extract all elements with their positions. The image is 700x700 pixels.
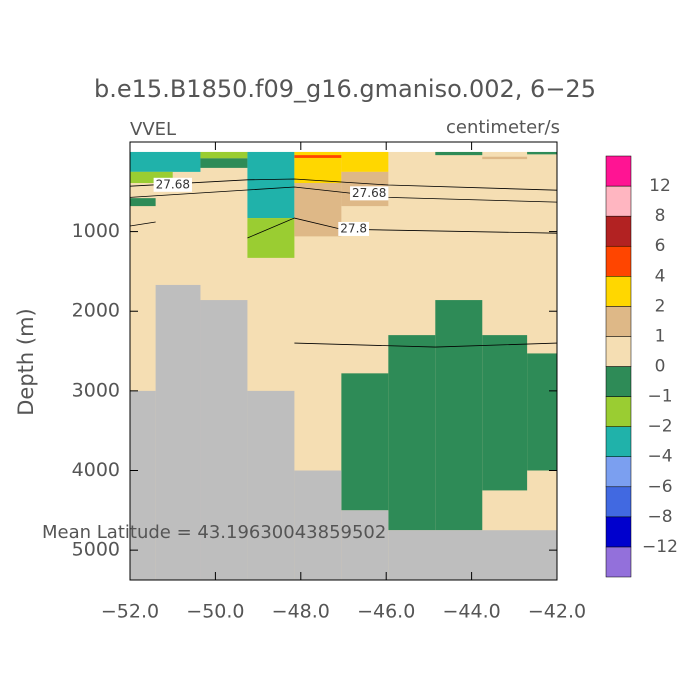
- colorbar-box: [605, 546, 632, 578]
- colorbar-box: [605, 306, 632, 337]
- cell: [130, 151, 201, 172]
- colorbar-label: 4: [655, 266, 666, 286]
- cell: [130, 171, 173, 184]
- land: [200, 300, 248, 580]
- cell: [341, 151, 389, 172]
- cell: [294, 155, 342, 158]
- plot-area: [130, 151, 557, 580]
- cell: [435, 300, 483, 531]
- contour-label-bg: [153, 177, 192, 192]
- contour-label-bg: [350, 186, 389, 201]
- colorbar-box: [605, 215, 632, 247]
- y-tick-label: 5000: [72, 539, 120, 561]
- contour-label: 27.68: [352, 186, 386, 200]
- colorbar-label: −2: [647, 417, 672, 437]
- cell: [527, 151, 557, 155]
- cell: [435, 151, 483, 156]
- colorbar-box: [605, 245, 632, 277]
- x-tick-label: −50.0: [186, 601, 244, 623]
- colorbar-label: −1: [647, 387, 672, 407]
- x-tick-label: −44.0: [442, 601, 500, 623]
- cell: [482, 335, 528, 491]
- cell: [200, 158, 248, 168]
- colorbar-box: [605, 426, 632, 457]
- annotation: Mean Latitude = 43.19630043859502: [42, 522, 386, 543]
- y-tick-label: 2000: [72, 300, 120, 322]
- colorbar-label: 6: [655, 236, 666, 256]
- contour-line: [130, 186, 557, 203]
- contour-line: [294, 342, 557, 348]
- colorbar-label: 2: [655, 296, 666, 316]
- colorbar-box: [605, 366, 632, 397]
- y-axis-label: Depth (m): [14, 308, 38, 415]
- colorbar-label: 0: [655, 357, 666, 377]
- land: [130, 390, 156, 580]
- land: [388, 530, 557, 580]
- overlay: 27.68 27.68 27.8 −52.0 −50.0 −48.0 −46.0 −44.0 −…: [42, 141, 678, 623]
- y-tick-label: 1000: [72, 220, 120, 242]
- colorbar-label: 1: [655, 326, 666, 346]
- colorbar-label: −8: [647, 507, 672, 527]
- chart-title: b.e15.B1850.f09_g16.gmaniso.002, 6−25: [94, 75, 596, 103]
- x-tick-label: −46.0: [357, 601, 415, 623]
- cell: [200, 151, 248, 159]
- cell: [247, 151, 295, 219]
- land: [341, 510, 389, 580]
- y-tick-label: 4000: [72, 459, 120, 481]
- colorbar-label: −4: [647, 447, 672, 467]
- cell: [247, 218, 295, 258]
- contour-line: [130, 221, 156, 227]
- colorbar-box: [605, 185, 632, 217]
- colorbar-box: [605, 516, 632, 548]
- colorbar-label: 8: [655, 206, 666, 226]
- colorbar-box: [605, 155, 632, 187]
- x-tick-label: −42.0: [528, 601, 586, 623]
- y-tick-label: 3000: [72, 379, 120, 401]
- colorbar-box: [605, 336, 632, 367]
- cell: [482, 156, 528, 160]
- land: [294, 470, 342, 580]
- contour-label: 27.8: [340, 221, 367, 235]
- land: [155, 284, 201, 580]
- contour-label-bg: [338, 221, 370, 236]
- colorbar-box: [605, 486, 632, 518]
- x-tick-label: −52.0: [101, 601, 159, 623]
- contour-label: 27.68: [156, 177, 190, 191]
- cell: [130, 198, 156, 207]
- land: [247, 390, 295, 580]
- colorbar-label: 12: [649, 176, 671, 196]
- colorbar-box: [605, 276, 632, 307]
- cell: [341, 373, 389, 511]
- cell: [388, 335, 436, 531]
- colorbar-box: [605, 396, 632, 427]
- cell: [527, 353, 557, 471]
- colorbar-label: −6: [647, 477, 672, 497]
- x-tick-label: −48.0: [272, 601, 330, 623]
- units-label: centimeter/s: [446, 117, 560, 138]
- colorbar-box: [605, 456, 632, 488]
- colorbar-label: −12: [642, 537, 678, 557]
- contour-line: [247, 217, 557, 239]
- variable-label: VVEL: [130, 119, 176, 140]
- plot-frame: [129, 141, 558, 581]
- contour-line: [130, 178, 557, 191]
